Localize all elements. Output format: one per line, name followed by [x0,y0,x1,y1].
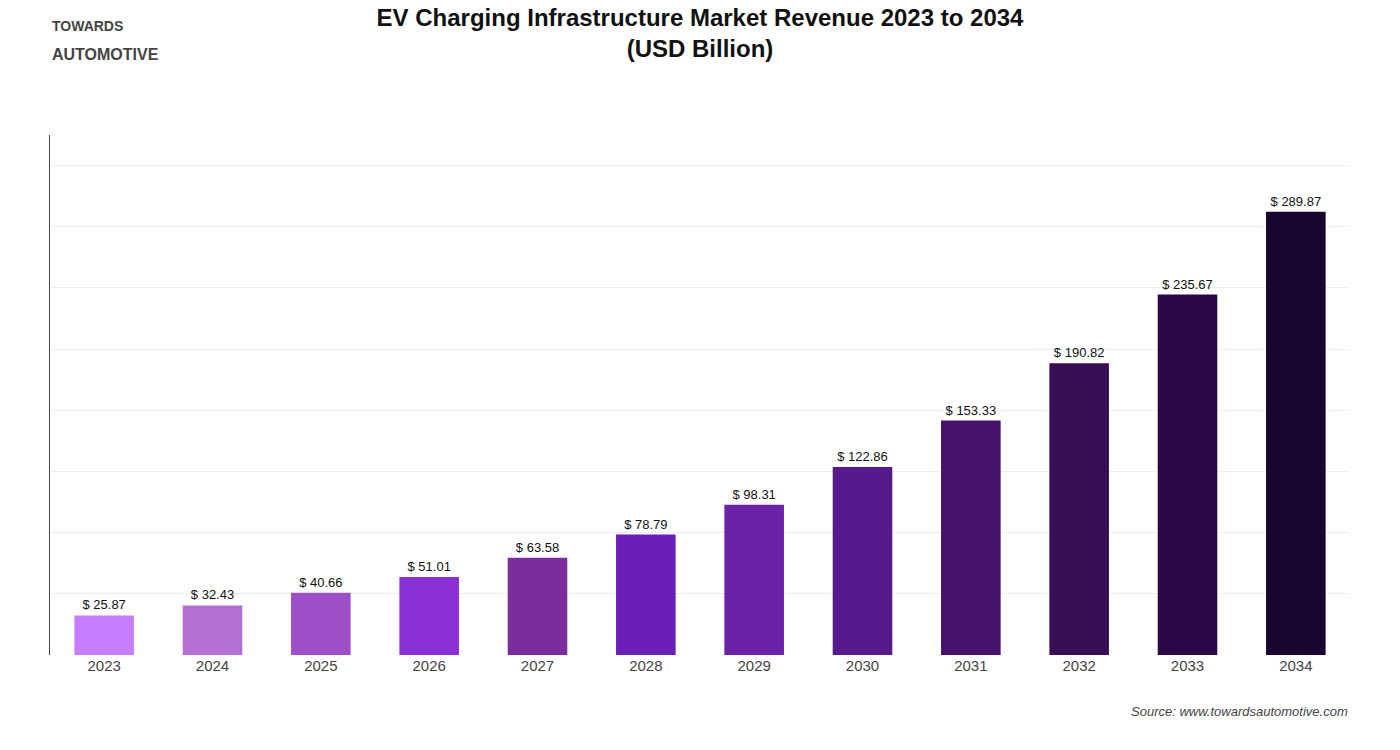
svg-text:2032: 2032 [1062,657,1095,674]
svg-text:2027: 2027 [521,657,554,674]
svg-text:2024: 2024 [196,657,229,674]
svg-text:2028: 2028 [629,657,662,674]
svg-text:$ 63.58: $ 63.58 [516,540,559,555]
svg-text:$ 51.01: $ 51.01 [407,559,450,574]
svg-text:2026: 2026 [412,657,445,674]
svg-text:2034: 2034 [1279,657,1312,674]
svg-text:Source: www.towardsautomotive.: Source: www.towardsautomotive.com [1131,704,1348,719]
svg-text:EV Charging Infrastructure Mar: EV Charging Infrastructure Market Revenu… [377,4,1025,62]
svg-text:2033: 2033 [1171,657,1204,674]
svg-text:$ 40.66: $ 40.66 [299,575,342,590]
svg-text:2029: 2029 [737,657,770,674]
svg-text:AUTOMOTIVE: AUTOMOTIVE [52,46,159,63]
svg-text:$ 25.87: $ 25.87 [82,597,125,612]
svg-text:2030: 2030 [846,657,879,674]
svg-text:$ 32.43: $ 32.43 [191,587,234,602]
svg-text:$ 153.33: $ 153.33 [946,403,997,418]
svg-text:$ 98.31: $ 98.31 [732,487,775,502]
svg-text:$ 78.79: $ 78.79 [624,517,667,532]
svg-text:2031: 2031 [954,657,987,674]
svg-text:TOWARDS: TOWARDS [52,18,123,34]
svg-text:2023: 2023 [87,657,120,674]
svg-text:$ 235.67: $ 235.67 [1162,277,1213,292]
svg-text:$ 190.82: $ 190.82 [1054,345,1105,360]
svg-text:2025: 2025 [304,657,337,674]
svg-text:$ 122.86: $ 122.86 [837,449,888,464]
svg-text:$ 289.87: $ 289.87 [1271,194,1322,209]
